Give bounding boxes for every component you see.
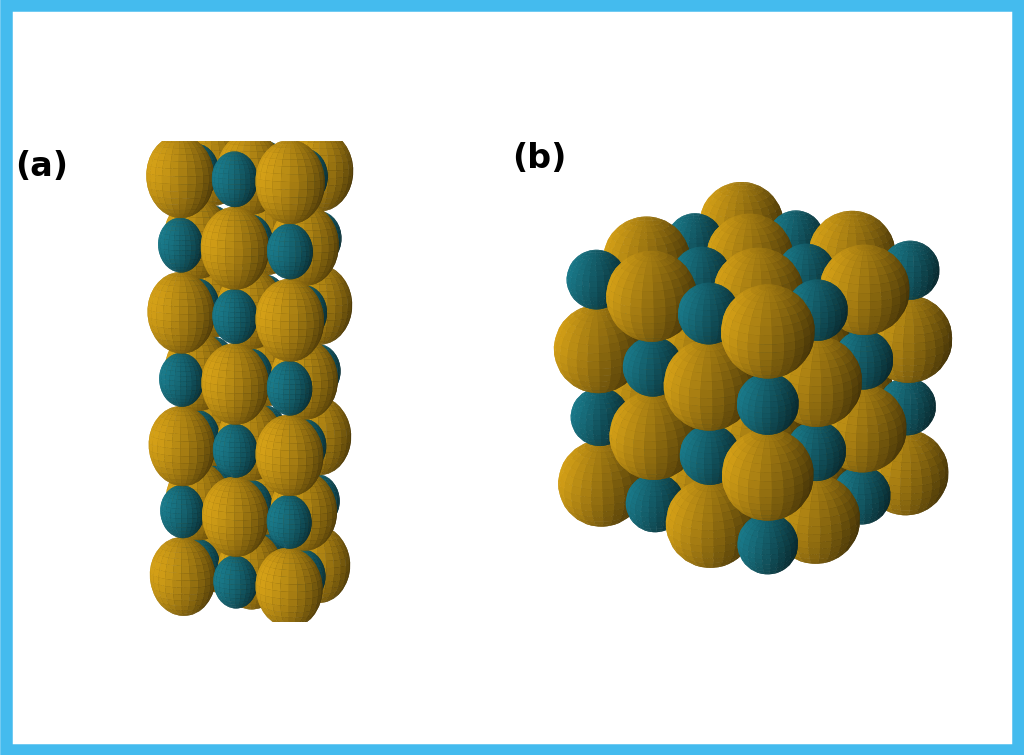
Text: (a): (a) [15, 150, 68, 183]
Text: (b): (b) [512, 142, 566, 174]
